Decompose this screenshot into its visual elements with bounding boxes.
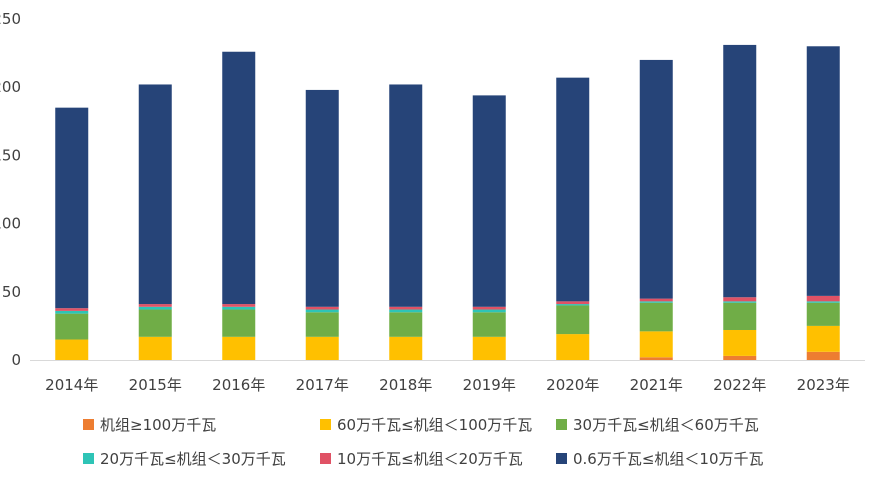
bar-segment <box>806 302 840 326</box>
bar-segment <box>389 312 423 337</box>
y-axis-ticks: 0 50 100 150 200 250 <box>0 10 21 369</box>
bar-segment <box>138 309 172 337</box>
bar-segment <box>639 301 673 303</box>
bar-segment <box>222 336 256 360</box>
bar-segment <box>55 310 89 314</box>
bar-segment <box>723 301 757 303</box>
bar-segment <box>138 84 172 305</box>
bar-segment <box>556 301 590 305</box>
bar-segment <box>305 89 339 307</box>
bar-segment <box>55 308 89 311</box>
bar-segment <box>222 51 256 305</box>
bar-segment <box>723 297 757 302</box>
bar-segment <box>472 336 506 360</box>
bar-segment <box>806 301 840 303</box>
bar-segment <box>556 305 590 335</box>
bar-segment <box>556 304 590 306</box>
bar-segment <box>222 304 256 307</box>
y-tick-label: 50 <box>2 283 21 301</box>
bar-segment <box>389 336 423 360</box>
bar-segment <box>639 298 673 302</box>
bar-segment <box>472 309 506 313</box>
bar-segment <box>222 309 256 337</box>
x-tick-label: 2020年 <box>546 376 599 394</box>
x-tick-label: 2023年 <box>797 376 850 394</box>
x-tick-label: 2019年 <box>463 376 516 394</box>
bar-segment <box>138 306 172 310</box>
bar-segment <box>305 309 339 313</box>
bar-segment <box>723 329 757 356</box>
x-tick-label: 2017年 <box>296 376 349 394</box>
y-tick-label: 250 <box>0 10 21 28</box>
bar-segment <box>305 306 339 310</box>
bar-segment <box>138 336 172 360</box>
bar-segment <box>305 312 339 337</box>
bar-segment <box>639 357 673 360</box>
bar-segment <box>639 331 673 358</box>
x-tick-label: 2015年 <box>129 376 182 394</box>
x-tick-label: 2014年 <box>45 376 98 394</box>
bar-segment <box>138 304 172 307</box>
bar-segment <box>55 107 89 309</box>
bar-segment <box>639 59 673 299</box>
bar-segment <box>639 302 673 332</box>
bar-segment <box>806 295 840 302</box>
bar-segment <box>389 309 423 313</box>
y-tick-label: 200 <box>0 78 21 96</box>
y-tick-label: 100 <box>0 215 21 233</box>
bar-segment <box>806 351 840 360</box>
bar-segment <box>723 355 757 360</box>
x-axis-ticks: 2014年 2015年 2016年 2017年 2018年 2019年 2020年 2021年… <box>45 376 850 394</box>
x-tick-label: 2018年 <box>379 376 432 394</box>
y-tick-label: 0 <box>11 351 21 369</box>
bar-segment <box>806 325 840 352</box>
bar-segment <box>556 334 590 360</box>
x-tick-label: 2021年 <box>630 376 683 394</box>
bar-segment <box>472 95 506 307</box>
bar-segment <box>723 44 757 298</box>
bar-segment <box>472 312 506 337</box>
bar-segment <box>55 313 89 340</box>
x-tick-label: 2022年 <box>713 376 766 394</box>
x-tick-label: 2016年 <box>212 376 265 394</box>
bar-segment <box>723 302 757 330</box>
bars <box>55 44 840 360</box>
bar-segment <box>389 84 423 307</box>
bar-segment <box>389 306 423 310</box>
bar-segment <box>305 336 339 360</box>
y-tick-label: 150 <box>0 146 21 164</box>
bar-segment <box>55 339 89 360</box>
bar-segment <box>806 46 840 296</box>
bar-segment <box>556 77 590 302</box>
bar-segment <box>222 306 256 310</box>
bar-segment <box>472 306 506 310</box>
